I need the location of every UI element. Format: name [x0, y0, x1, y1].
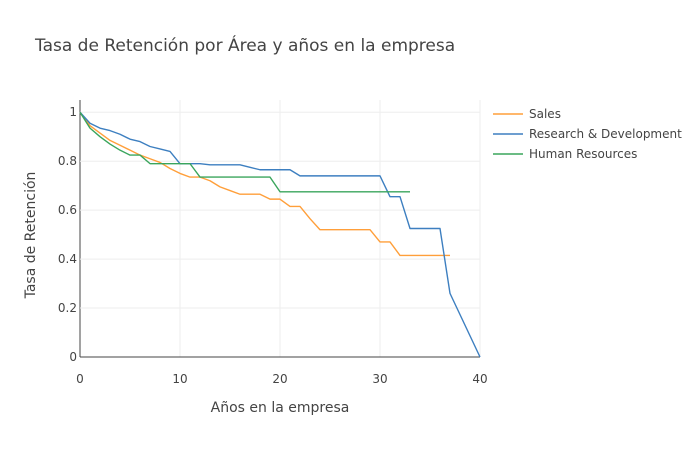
grid-lines	[79, 100, 481, 358]
legend-label: Research & Development	[529, 127, 682, 141]
series-line-research-development[interactable]	[79, 111, 481, 358]
x-tick-label: 0	[76, 372, 84, 386]
legend-label: Sales	[529, 107, 561, 121]
x-tick-label: 20	[272, 372, 287, 386]
y-tick-label: 0.4	[58, 252, 77, 266]
legend-item[interactable]: Research & Development	[493, 127, 682, 141]
y-tick-label: 0	[69, 350, 77, 364]
y-tick-label: 0.8	[58, 154, 77, 168]
chart-title: Tasa de Retención por Área y años en la …	[34, 34, 455, 56]
legend-label: Human Resources	[529, 147, 637, 161]
legend-item[interactable]: Sales	[493, 107, 561, 121]
axes: 0 10 20 30 40 0 0.2 0.4 0.6 0.8 1	[58, 105, 488, 386]
legend[interactable]: Sales Research & Development Human Resourc…	[493, 107, 682, 161]
x-tick-label: 10	[172, 372, 187, 386]
x-axis-title: Años en la empresa	[211, 400, 350, 416]
x-tick-label: 30	[372, 372, 387, 386]
series-lines	[79, 111, 481, 358]
legend-item[interactable]: Human Resources	[493, 147, 637, 161]
y-tick-label: 0.2	[58, 301, 77, 315]
y-axis-title: Tasa de Retención	[23, 172, 39, 300]
y-tick-label: 0.6	[58, 203, 77, 217]
y-tick-label: 1	[69, 105, 77, 119]
x-tick-label: 40	[472, 372, 487, 386]
series-line-sales[interactable]	[79, 111, 450, 257]
series-line-human-resources[interactable]	[79, 111, 410, 193]
